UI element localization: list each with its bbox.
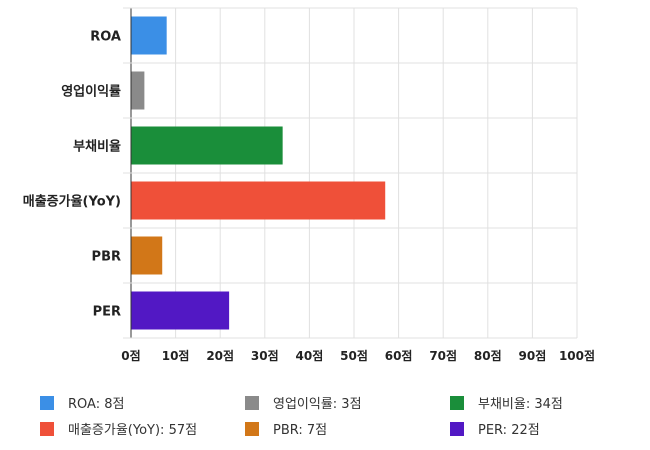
bar[interactable] <box>131 16 167 55</box>
legend-item[interactable]: PER: 22점 <box>450 419 540 438</box>
bar[interactable] <box>131 126 283 165</box>
bar[interactable] <box>131 291 230 330</box>
x-tick-label: 10점 <box>162 348 190 363</box>
x-tick-label: 100점 <box>559 348 595 363</box>
x-tick-label: 90점 <box>519 348 547 363</box>
x-tick-label: 70점 <box>429 348 457 363</box>
x-tick-label: 60점 <box>385 348 413 363</box>
legend-swatch <box>40 421 54 436</box>
category-label: PER <box>93 305 121 320</box>
x-tick-label: 0점 <box>121 348 140 363</box>
bar[interactable] <box>131 236 163 275</box>
legend-label: ROA: 8점 <box>68 397 125 412</box>
category-label: PBR <box>92 250 121 265</box>
legend-label: 매출증가율(YoY): 57점 <box>68 423 198 438</box>
legend-label: PBR: 7점 <box>273 423 328 438</box>
x-tick-label: 30점 <box>251 348 279 363</box>
legend-label: 영업이익률: 3점 <box>273 397 362 412</box>
legend-item[interactable]: 영업이익률: 3점 <box>245 393 362 412</box>
bar[interactable] <box>131 71 145 110</box>
legend-swatch <box>245 421 259 436</box>
category-label: ROA <box>90 30 121 45</box>
legend-swatch <box>450 421 464 436</box>
category-label: 부채비율 <box>73 139 121 155</box>
legend-swatch <box>450 395 464 410</box>
legend-label: PER: 22점 <box>478 423 540 438</box>
legend-item[interactable]: 매출증가율(YoY): 57점 <box>40 419 197 438</box>
grid-lines <box>123 7 578 339</box>
legend-item[interactable]: 부채비율: 34점 <box>450 393 563 412</box>
category-label: 매출증가율(YoY) <box>23 194 121 210</box>
bars <box>131 16 386 330</box>
x-tick-label: 80점 <box>474 348 502 363</box>
legend-swatch <box>40 395 54 410</box>
legend-item[interactable]: ROA: 8점 <box>40 393 124 412</box>
x-tick-label: 40점 <box>296 348 324 363</box>
legend-swatch <box>245 395 259 410</box>
bar[interactable] <box>131 181 386 220</box>
tick-labels: 0점 10점 20점 30점 40점 50점 60점 70점 80점 90점 100점 <box>121 348 595 363</box>
legend-item[interactable]: PBR: 7점 <box>245 419 327 438</box>
legend-label: 부채비율: 34점 <box>478 397 563 412</box>
x-tick-label: 50점 <box>340 348 368 363</box>
category-label: 영업이익률 <box>61 84 121 100</box>
x-tick-label: 20점 <box>206 348 234 363</box>
